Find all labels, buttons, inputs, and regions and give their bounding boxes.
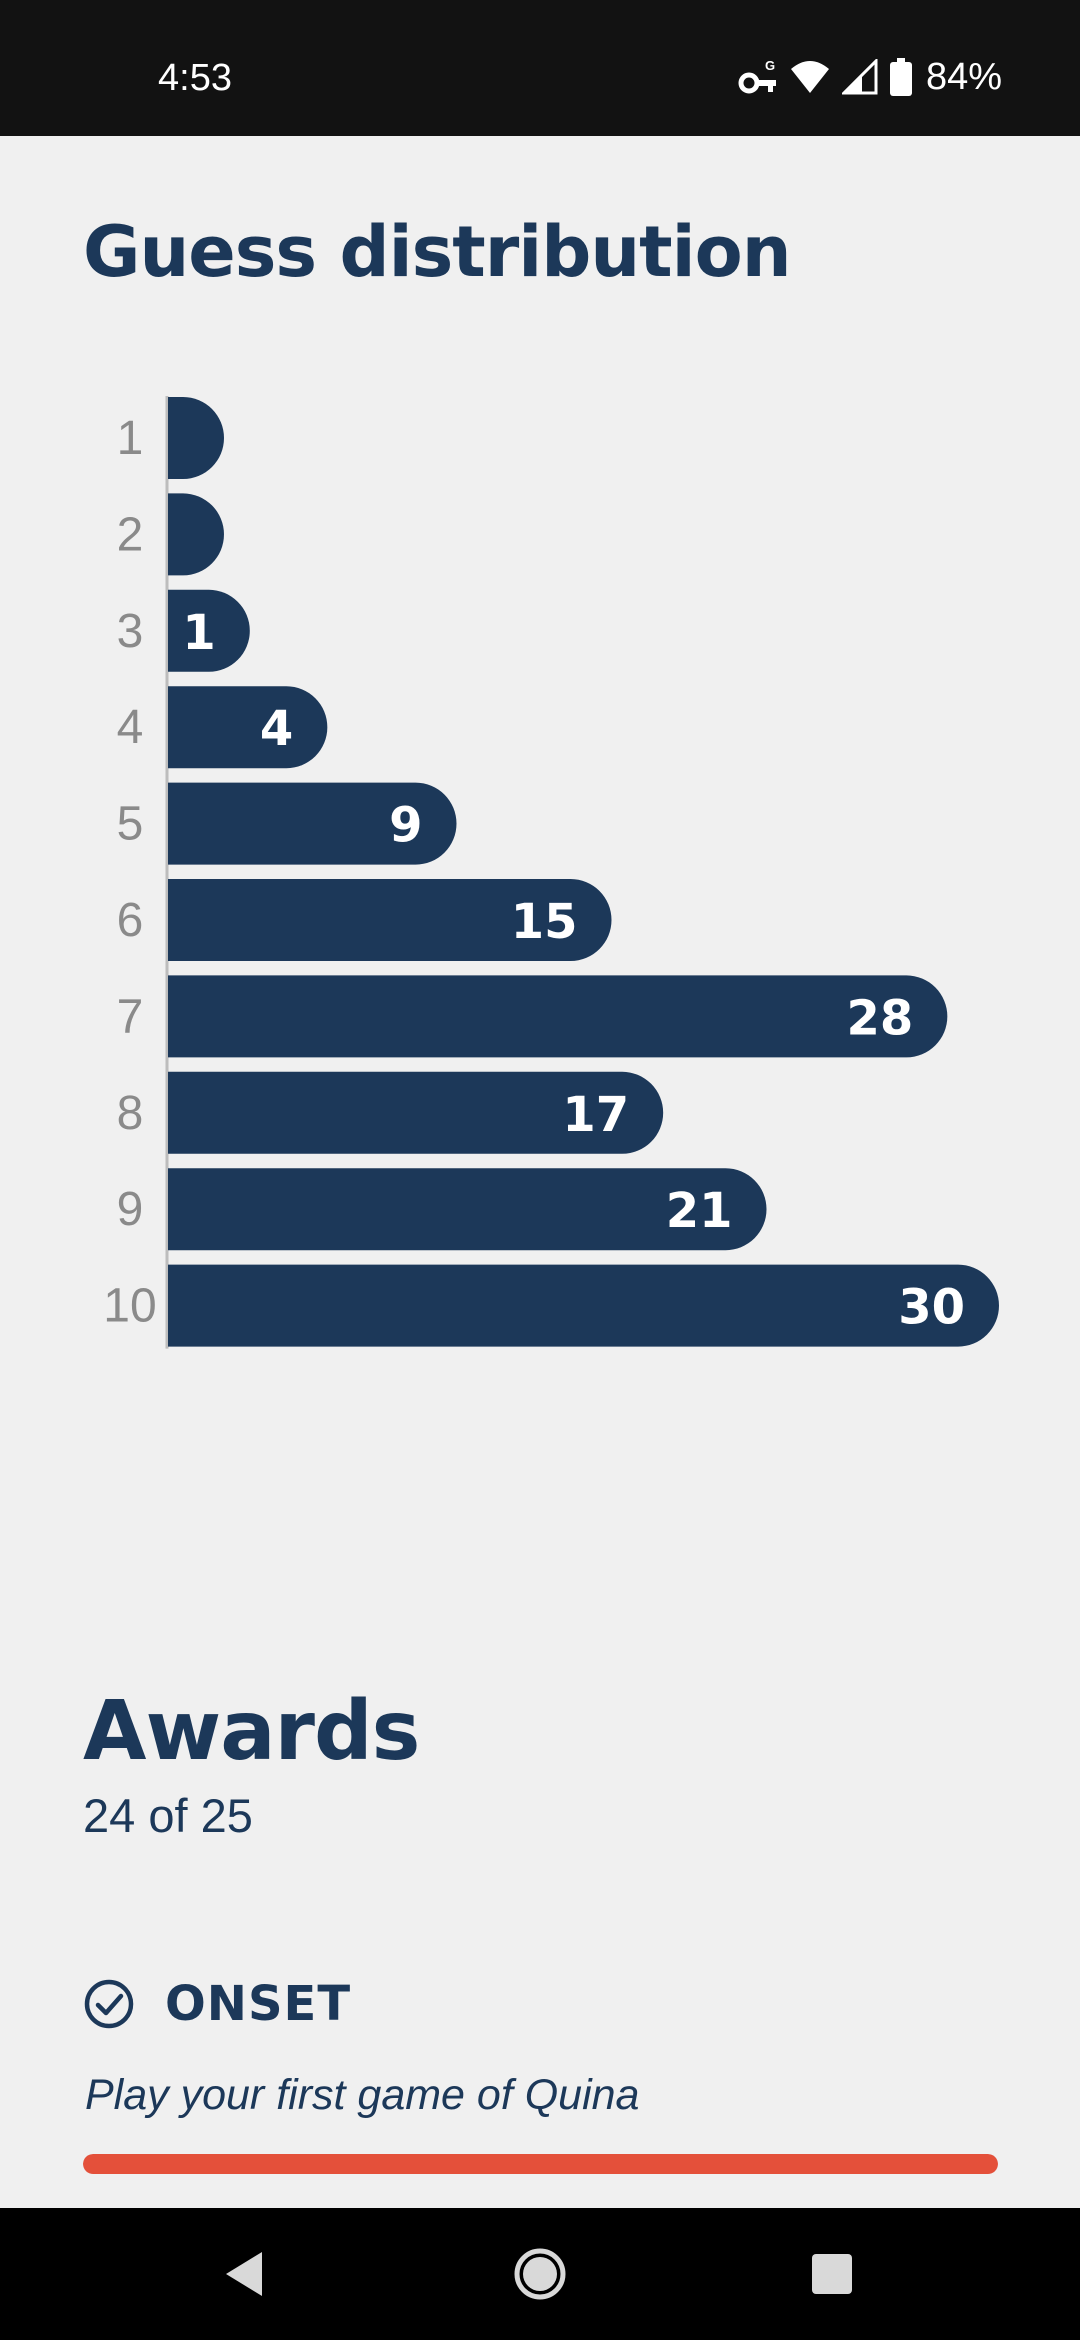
vpn-key-icon: G <box>738 58 776 94</box>
battery-icon <box>889 58 912 96</box>
home-button[interactable] <box>480 2208 600 2340</box>
chart-value-label: 28 <box>847 990 914 1046</box>
chart-category-label: 10 <box>103 1280 156 1333</box>
chart-bar-1 <box>168 397 224 479</box>
back-icon <box>226 2252 262 2296</box>
award-progress-fill <box>83 2154 998 2174</box>
guess-distribution-chart: 1 2 3 1 4 4 5 9 6 15 7 28 8 17 9 21 10 30 <box>0 396 1080 1362</box>
chart-category-label: 2 <box>117 508 144 561</box>
chart-bar-2 <box>168 493 224 576</box>
chart-bar-10 <box>168 1264 999 1347</box>
chart-bar-7 <box>168 975 948 1058</box>
awards-count: 24 of 25 <box>83 1789 253 1842</box>
chart-category-label: 7 <box>117 990 144 1043</box>
guess-distribution-title: Guess distribution <box>83 211 792 293</box>
chart-category-label: 5 <box>117 798 144 851</box>
chart-bar-4 <box>168 686 328 769</box>
stats-content[interactable]: Guess distribution 1 2 3 1 4 4 5 9 6 15 7 28 8 17 9 21 1… <box>0 136 1080 2208</box>
chart-category-label: 4 <box>117 701 144 754</box>
chart-bar-3 <box>168 589 250 672</box>
chart-value-label: 17 <box>562 1087 629 1143</box>
status-time: 4:53 <box>158 57 232 99</box>
chart-bar-5 <box>168 782 457 865</box>
chart-bar-8 <box>168 1071 664 1154</box>
recents-button[interactable] <box>772 2208 892 2340</box>
check-circle-icon <box>84 1979 134 2029</box>
home-icon <box>514 2248 566 2300</box>
chart-value-label: 15 <box>511 894 578 950</box>
recents-icon <box>812 2254 852 2294</box>
chart-value-label: 1 <box>182 605 215 661</box>
chart-category-label: 3 <box>117 605 144 658</box>
battery-percent: 84% <box>925 55 1002 98</box>
chart-bar-9 <box>168 1168 767 1251</box>
chart-category-label: 6 <box>117 894 144 947</box>
chart-value-label: 4 <box>260 701 293 757</box>
signal-icon <box>841 59 878 95</box>
chart-category-label: 9 <box>117 1183 144 1236</box>
svg-text:G: G <box>765 58 775 73</box>
chart-value-label: 30 <box>898 1280 965 1336</box>
award-name: ONSET <box>165 1976 352 2032</box>
award-description: Play your first game of Quina <box>85 2071 640 2119</box>
chart-category-label: 1 <box>117 412 144 465</box>
back-button[interactable] <box>184 2208 304 2340</box>
chart-value-label: 21 <box>666 1183 733 1239</box>
chart-bar-6 <box>168 879 612 961</box>
status-icons: G 84% <box>738 52 1002 102</box>
navigation-bar <box>0 2208 1080 2340</box>
award-progress-bar <box>83 2154 998 2174</box>
chart-category-label: 8 <box>117 1087 144 1140</box>
status-bar: 4:53 G 84% <box>0 0 1080 136</box>
awards-title: Awards <box>83 1684 420 1779</box>
wifi-icon <box>790 61 829 93</box>
chart-value-label: 9 <box>389 798 422 854</box>
